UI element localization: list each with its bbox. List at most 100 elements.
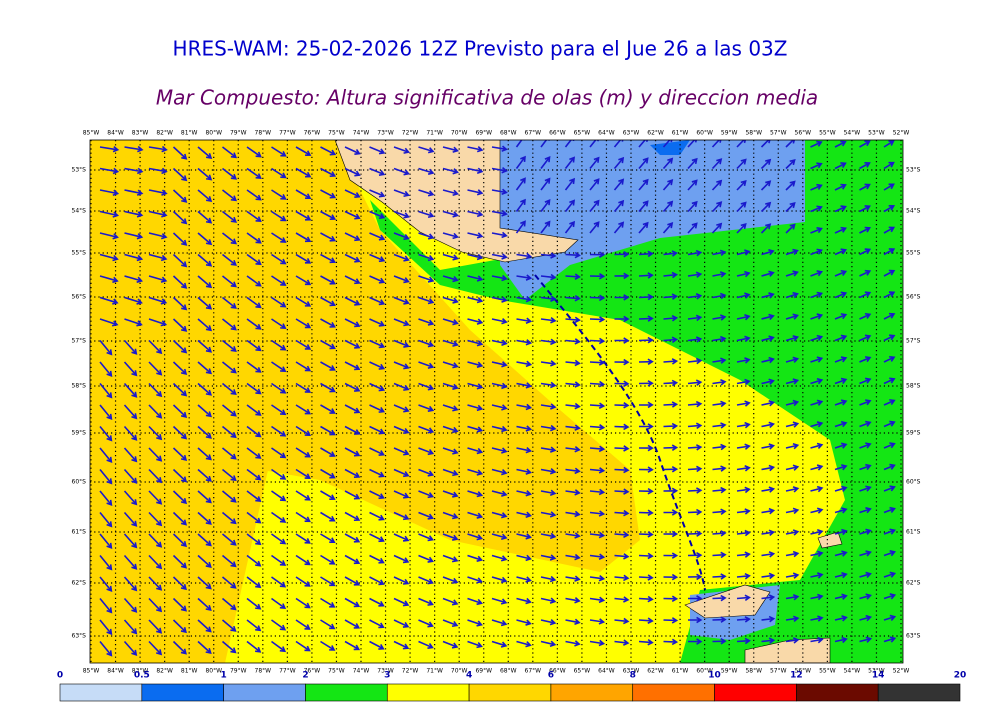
wave-arrow (687, 595, 703, 602)
wave-arrow (320, 275, 336, 285)
wave-arrow (491, 274, 508, 282)
lat-label: 61°S (72, 529, 87, 536)
wave-arrow (589, 178, 600, 191)
wave-arrow (148, 145, 168, 153)
wave-arrow (467, 468, 484, 476)
wave-arrow (221, 619, 237, 632)
lon-label: 59°W (721, 668, 738, 675)
colorbar-box (223, 683, 306, 702)
wave-arrow (222, 253, 237, 266)
wave-arrow (859, 636, 873, 643)
wave-arrow (761, 507, 776, 515)
wave-arrow (369, 554, 385, 564)
wave-arrow (467, 511, 484, 519)
wave-arrow (785, 248, 799, 256)
wave-arrow (271, 447, 287, 459)
wave-arrow (418, 339, 435, 348)
wave-arrow (883, 183, 895, 191)
wave-arrow (859, 312, 872, 320)
wave-arrow (99, 339, 113, 356)
wave-arrow (638, 552, 654, 560)
lat-label: 59°S (906, 430, 921, 437)
wave-arrow (736, 508, 751, 515)
wave-arrow (810, 550, 824, 557)
wave-arrow (883, 571, 897, 578)
wave-arrow (638, 272, 654, 279)
wave-arrow (761, 335, 775, 342)
wave-arrow (589, 596, 606, 604)
wave-arrow (614, 531, 630, 539)
wave-arrow (516, 360, 533, 368)
wave-arrow (736, 421, 751, 429)
wave-arrow (467, 533, 484, 541)
wave-arrow (221, 640, 237, 654)
wave-arrow (564, 220, 576, 234)
wave-arrow (663, 444, 679, 451)
lon-label: 53°W (868, 668, 885, 675)
wave-arrow (393, 253, 410, 262)
wave-arrow (613, 156, 625, 170)
wave-arrow (99, 511, 113, 528)
wave-arrow (148, 576, 163, 591)
wave-arrow (663, 509, 679, 516)
wave-arrow (123, 425, 138, 441)
colorbar-box (386, 683, 470, 702)
lat-label: 62°S (906, 580, 921, 587)
lon-label: 65°W (574, 668, 591, 675)
wave-arrow (810, 162, 823, 170)
wave-arrow (246, 339, 262, 352)
wave-arrow (124, 275, 144, 283)
wave-arrow (736, 270, 751, 278)
wave-arrow (295, 210, 312, 221)
lat-label: 60°S (72, 479, 87, 486)
wave-arrow (834, 442, 848, 449)
wave-arrow (859, 291, 872, 299)
wave-arrow (271, 533, 287, 545)
wave-arrow (638, 617, 654, 624)
wave-arrow (148, 296, 168, 305)
lon-label: 69°W (475, 130, 492, 137)
lon-label: 63°W (623, 130, 640, 137)
wave-arrow (124, 253, 144, 262)
colorbar-box (59, 683, 143, 702)
wave-arrow (418, 597, 434, 606)
wave-arrow (883, 550, 897, 557)
wave-arrow (369, 468, 385, 478)
wave-arrow (197, 382, 213, 396)
wave-arrow (442, 318, 459, 326)
wave-arrow (687, 157, 698, 170)
wave-arrow (810, 615, 824, 622)
wave-arrow (760, 180, 772, 191)
wave-arrow (148, 210, 168, 218)
lat-label: 54°S (72, 208, 87, 215)
wave-arrow (859, 356, 872, 363)
wave-arrow (760, 223, 772, 234)
wave-arrow (467, 296, 484, 304)
wave-arrow (344, 554, 361, 565)
wave-arrow (99, 167, 120, 175)
wave-arrow (295, 232, 312, 243)
wave-arrow (589, 618, 606, 625)
wave-arrow (123, 533, 138, 549)
wave-arrow (614, 617, 630, 625)
wave-arrow (467, 339, 484, 347)
lon-label: 68°W (500, 130, 517, 137)
wave-arrow (99, 533, 113, 550)
wave-arrow (172, 361, 188, 375)
wave-arrow (295, 189, 312, 200)
wave-arrow (859, 269, 872, 277)
lon-label: 85°W (83, 130, 100, 137)
wave-arrow (148, 447, 163, 462)
wave-arrow (663, 336, 679, 344)
wave-arrow (295, 468, 311, 480)
wave-arrow (589, 294, 606, 302)
wave-arrow (785, 615, 800, 623)
wave-arrow (516, 533, 532, 540)
wave-arrow (418, 253, 435, 262)
wave-arrow (491, 619, 508, 627)
wave-arrow (712, 616, 727, 623)
wave-arrow (222, 146, 238, 159)
wave-arrow (222, 275, 237, 288)
wave-arrow (369, 640, 385, 650)
